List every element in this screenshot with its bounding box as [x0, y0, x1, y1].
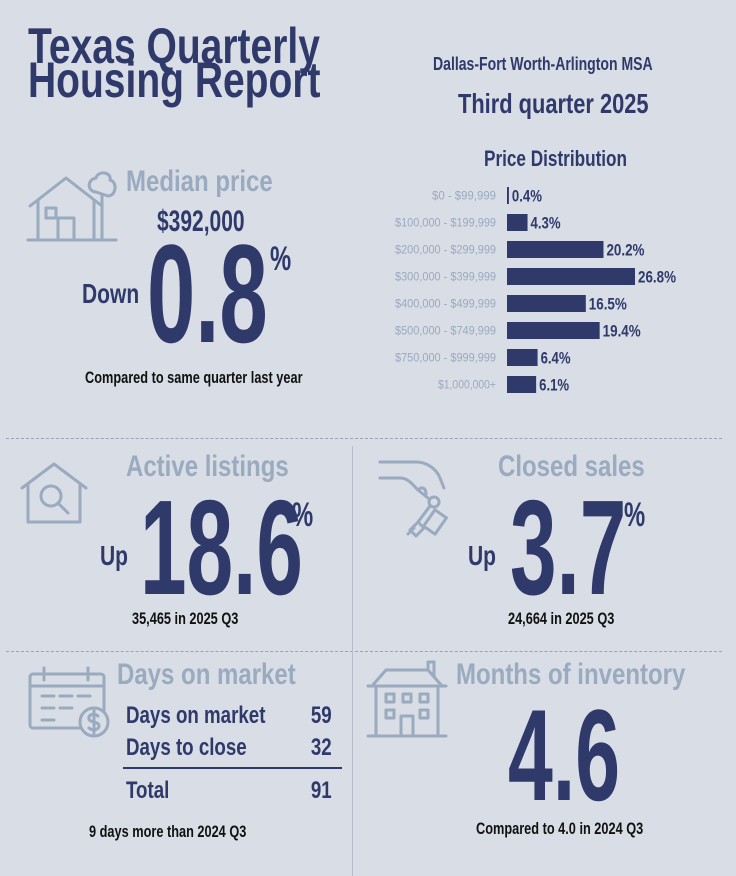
- divider-middle: [6, 651, 722, 652]
- closed-sales-change: 3.7: [510, 472, 627, 623]
- closed-sales-percent-sign: %: [624, 496, 646, 534]
- months-of-inventory-title: Months of inventory: [456, 658, 686, 691]
- active-listings-title: Active listings: [126, 450, 289, 483]
- hand-keys-icon: [378, 460, 448, 538]
- closed-sales-direction: Up: [468, 540, 496, 571]
- dom-total-value: 91: [311, 777, 332, 804]
- dom-row-label: Days on market: [126, 702, 266, 729]
- closed-sales-title: Closed sales: [498, 450, 645, 483]
- period-label: Third quarter 2025: [458, 88, 649, 119]
- category-label: $0 - $99,999: [432, 189, 496, 203]
- value-label: 6.4%: [541, 349, 571, 368]
- median-note: Compared to same quarter last year: [85, 368, 303, 387]
- value-label: 19.4%: [603, 322, 641, 341]
- house-tree-icon: [26, 171, 118, 242]
- price-distribution-chart: $0 - $99,999 0.4% $100,000 - $199,999 4.3% $…: [395, 187, 676, 395]
- category-label: $400,000 - $499,999: [395, 297, 496, 311]
- report-title: Texas Quarterly Housing Report: [28, 18, 403, 108]
- bar: [507, 268, 635, 285]
- value-label: 4.3%: [531, 214, 561, 233]
- days-on-market-note: 9 days more than 2024 Q3: [89, 822, 247, 841]
- active-listings-note: 35,465 in 2025 Q3: [132, 609, 239, 628]
- dom-row-value: 59: [311, 702, 332, 729]
- value-label: 16.5%: [589, 295, 627, 314]
- active-listings-change: 18.6: [140, 472, 303, 623]
- calendar-dollar-icon: [28, 666, 110, 738]
- bar: [507, 322, 600, 339]
- bar: [507, 214, 528, 231]
- category-label: $1,000,000+: [438, 378, 496, 392]
- median-price-value: $392,000: [157, 205, 245, 238]
- apartment-building-icon: [366, 660, 448, 738]
- category-label: $200,000 - $299,999: [395, 243, 496, 257]
- months-of-inventory-note: Compared to 4.0 in 2024 Q3: [476, 819, 644, 838]
- region-label: Dallas-Fort Worth-Arlington MSA: [433, 54, 653, 74]
- value-label: 20.2%: [606, 241, 644, 260]
- bar: [507, 376, 537, 393]
- category-label: $100,000 - $199,999: [395, 216, 496, 230]
- title-line-2: Housing Report: [28, 52, 321, 108]
- active-listings-direction: Up: [100, 540, 128, 571]
- title-line-1: Texas Quarterly: [28, 18, 320, 74]
- dom-total-label: Total: [126, 777, 170, 804]
- active-listings-percent-sign: %: [292, 496, 314, 534]
- house-search-icon: [20, 462, 88, 524]
- median-change-value: 0.8: [147, 215, 268, 372]
- months-of-inventory-value: 4.6: [508, 682, 621, 828]
- bar: [507, 241, 604, 258]
- value-label: 0.4%: [512, 187, 542, 206]
- category-label: $500,000 - $749,999: [395, 324, 496, 338]
- divider-vertical: [352, 446, 353, 876]
- median-percent-sign: %: [270, 240, 292, 278]
- bar: [507, 295, 586, 312]
- bar: [507, 187, 509, 204]
- days-on-market-title: Days on market: [117, 658, 296, 691]
- divider-top: [6, 438, 722, 439]
- value-label: 26.8%: [638, 268, 676, 287]
- category-label: $750,000 - $999,999: [395, 351, 496, 365]
- bar: [507, 349, 538, 366]
- median-price-title: Median price: [126, 165, 273, 198]
- dom-total-rule: [123, 767, 342, 769]
- value-label: 6.1%: [539, 376, 569, 395]
- dom-row-value: 32: [311, 734, 332, 761]
- category-label: $300,000 - $399,999: [395, 270, 496, 284]
- median-direction: Down: [82, 278, 140, 309]
- closed-sales-note: 24,664 in 2025 Q3: [508, 609, 615, 628]
- chart-title: Price Distribution: [484, 146, 628, 171]
- dom-row-label: Days to close: [126, 734, 247, 761]
